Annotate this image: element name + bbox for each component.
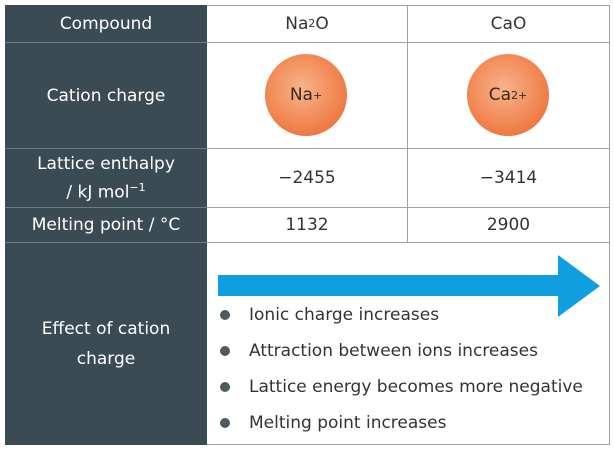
row-label-melting-point: Melting point / °C [31,215,181,235]
ion-symbol: Ca [488,85,512,105]
comparison-table: Compound Cation charge Lattice enthalpy … [5,5,610,445]
effect-text: Ionic charge increases [249,305,440,325]
effect-label-line1: Effect of cation [41,319,171,339]
right-arrow-icon [218,255,600,317]
lattice-enthalpy-cao: −3414 [479,168,538,188]
divider [5,148,207,149]
table-border-bottom [207,444,610,445]
melting-point-cao: 2900 [486,215,531,235]
compound-na2o: Na 2 O [207,5,407,42]
bullet-icon [220,418,230,428]
effect-text: Attraction between ions increases [249,341,538,361]
row-divider [207,242,610,243]
row-divider [207,207,610,208]
calcium-ion-circle: Ca 2+ [467,54,549,136]
divider [5,42,207,43]
list-item: Lattice energy becomes more negative [217,374,583,410]
melting-point-na2o: 1132 [285,215,329,235]
lattice-label-exponent: −1 [129,180,146,194]
divider [5,207,207,208]
table-border-right [609,5,610,445]
bullet-icon [220,382,230,392]
row-label-effect: Effect of cation charge [5,243,207,445]
label-column [5,5,207,445]
ion-charge: 2+ [511,88,528,102]
formula-tail: O [315,13,329,34]
list-item: Ionic charge increases [217,302,583,338]
row-label-compound: Compound [59,13,153,34]
row-divider [207,42,610,43]
lattice-enthalpy-na2o: −2455 [278,168,336,188]
arrow-shaft [218,275,560,296]
formula-base: Na [285,13,309,34]
ion-charge: + [312,88,323,102]
divider [5,242,207,243]
column-divider [407,5,408,242]
lattice-label-line1: Lattice enthalpy [37,153,175,174]
compound-cao: CaO [490,13,527,34]
row-label-cation-charge: Cation charge [46,85,166,106]
lattice-label-line2: / kJ mol−1 [66,176,145,205]
formula-subscript: 2 [308,17,316,30]
arrow-head [558,255,600,317]
list-item: Attraction between ions increases [217,338,583,374]
row-divider [207,148,610,149]
bullet-icon [220,346,230,356]
lattice-label-unit: / kJ mol [66,182,130,203]
effect-label-line2: charge [76,349,136,369]
effect-text: Melting point increases [249,413,447,433]
ion-symbol: Na [289,85,313,105]
row-label-lattice-enthalpy: Lattice enthalpy / kJ mol−1 [5,149,207,207]
table-border-top [207,5,610,6]
sodium-ion-circle: Na + [265,54,347,136]
effect-list: Ionic charge increases Attraction betwee… [217,302,583,446]
list-item: Melting point increases [217,410,583,446]
effect-text: Lattice energy becomes more negative [249,377,583,397]
bullet-icon [220,310,230,320]
